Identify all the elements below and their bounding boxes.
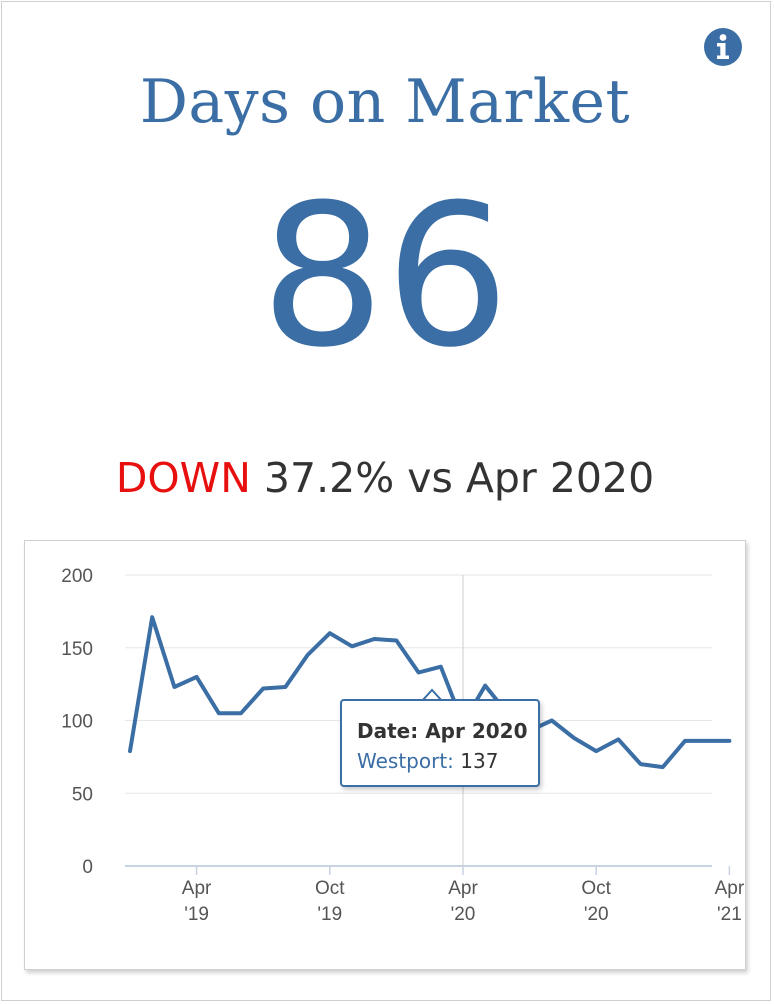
y-tick-label: 100	[61, 712, 93, 733]
x-tick-label-year: '20	[451, 904, 476, 925]
x-tick-label: Apr	[182, 878, 212, 899]
y-tick-label: 50	[72, 784, 93, 805]
x-tick-label: Oct	[581, 878, 611, 899]
metric-value: 86	[260, 163, 510, 391]
x-tick-label-year: '21	[717, 904, 742, 925]
x-tick-label: Oct	[315, 878, 345, 899]
tooltip-date-value: Apr 2020	[425, 719, 528, 743]
change-direction: DOWN	[115, 454, 251, 502]
chart-tooltip: Date: Apr 2020 Westport: 137	[340, 699, 540, 787]
change-text: 37.2% vs Apr 2020	[263, 454, 655, 502]
tooltip-pointer	[422, 688, 442, 702]
y-tick-label: 0	[82, 857, 93, 878]
x-tick-label-year: '20	[584, 904, 609, 925]
y-tick-label: 150	[61, 639, 93, 660]
tooltip-date-label: Date:	[357, 719, 419, 743]
x-tick-label-year: '19	[317, 904, 342, 925]
card-title: Days on Market	[139, 67, 631, 137]
tooltip-series-label: Westport:	[357, 749, 454, 773]
y-tick-label: 200	[61, 566, 93, 587]
series-line	[128, 615, 732, 770]
change-summary: DOWN 37.2% vs Apr 2020	[0, 448, 770, 508]
x-tick-label: Apr	[448, 878, 478, 899]
tooltip-series-value: 137	[460, 749, 499, 773]
tooltip-date-row: Date: Apr 2020	[357, 719, 528, 743]
x-tick-label-year: '19	[184, 904, 209, 925]
info-icon[interactable]	[703, 27, 743, 67]
tooltip-value-row: Westport: 137	[357, 749, 498, 773]
x-tick-label: Apr	[715, 878, 745, 899]
